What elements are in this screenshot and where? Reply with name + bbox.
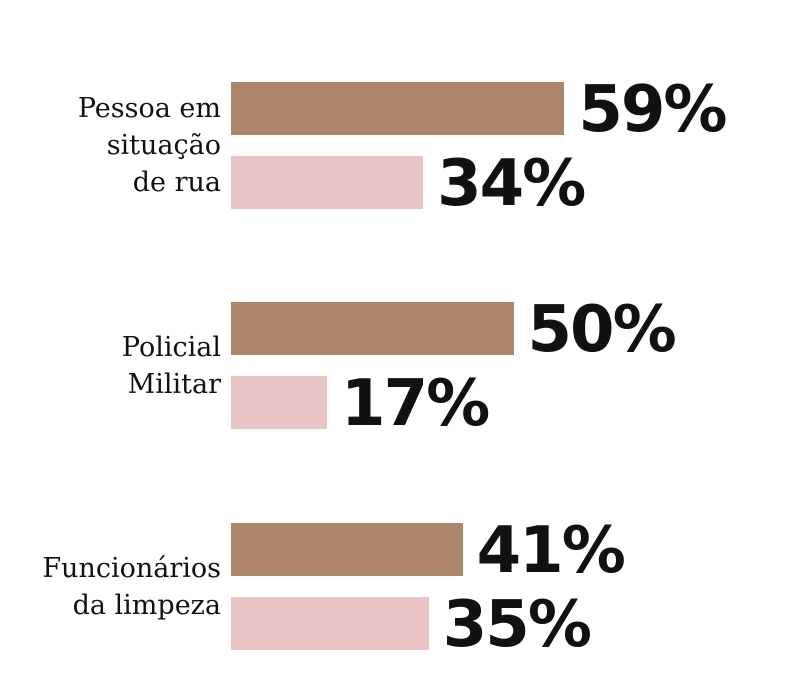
data-label: 34%	[437, 147, 586, 221]
data-label: 17%	[341, 367, 490, 441]
data-label: 50%	[527, 293, 677, 367]
bar	[231, 597, 429, 650]
category-label: Policial Militar	[121, 331, 221, 400]
data-label: 59%	[578, 73, 727, 147]
data-label: 35%	[442, 588, 592, 662]
bar	[231, 523, 463, 576]
data-label: 41%	[476, 514, 626, 588]
category-label: Funcionários da limpeza	[42, 552, 221, 621]
bar	[231, 156, 424, 209]
bar	[231, 376, 328, 429]
category-label: Pessoa em situação de rua	[77, 93, 221, 198]
bar	[231, 302, 514, 355]
bar	[231, 82, 565, 135]
